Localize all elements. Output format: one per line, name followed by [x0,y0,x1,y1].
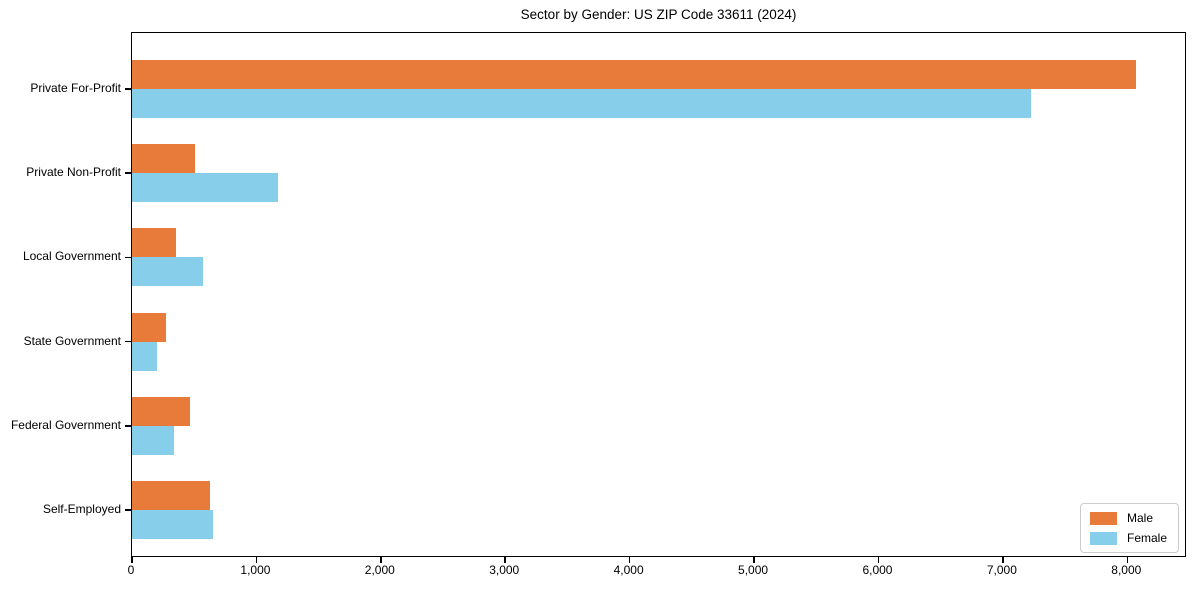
x-tick-label-8-000: 8,000 [1111,563,1142,577]
y-tick-label-self-employed: Self-Employed [42,502,121,516]
legend-item-male: Male [1089,511,1167,525]
y-tick-mark [124,256,131,259]
bar-female-local-government [132,257,203,287]
bar-female-state-government [132,341,157,371]
y-tick-mark [124,509,131,511]
plot-area: Male Female [124,32,1186,563]
x-tick-mark [628,556,631,563]
bar-female-private-non-profit [132,173,278,203]
y-tick-label-private-for-profit: Private For-Profit [30,81,121,95]
legend-label-female: Female [1126,531,1167,545]
y-tick-label-local-government: Local Government [22,249,121,264]
bar-female-federal-government [132,425,175,455]
x-tick-label-6-000: 6,000 [862,563,893,577]
chart-title: Sector by Gender: US ZIP Code 33611 (202… [520,7,797,22]
legend: Male Female [1079,503,1179,553]
legend-swatch-female [1089,531,1117,545]
bar-female-self-employed [132,510,213,539]
x-tick-label-3-000: 3,000 [489,563,520,577]
bar-male-federal-government [132,396,191,426]
x-tick-mark [131,556,133,563]
y-tick-mark [124,425,131,427]
bar-male-state-government [132,312,166,342]
legend-item-female: Female [1089,531,1167,545]
x-tick-label-5-000: 5,000 [738,563,769,577]
bar-male-local-government [132,228,176,258]
x-tick-mark [255,556,258,563]
y-tick-label-state-government: State Government [23,333,121,348]
bar-male-self-employed [132,481,211,510]
legend-swatch-male [1089,511,1117,525]
bar-male-private-non-profit [132,144,196,174]
x-tick-mark [877,556,880,563]
x-tick-mark [380,556,382,563]
x-tick-mark [1126,556,1129,563]
x-tick-mark [504,556,506,563]
x-tick-label-2-000: 2,000 [364,563,395,577]
legend-label-male: Male [1126,511,1153,525]
y-tick-label-private-non-profit: Private Non-Profit [26,165,121,180]
x-tick-label-1-000: 1,000 [240,563,271,577]
y-tick-mark [124,172,131,174]
x-tick-label-4-000: 4,000 [613,563,644,577]
x-tick-mark [1002,556,1004,563]
bar-male-private-for-profit [132,60,1136,89]
x-tick-mark [753,556,755,563]
x-tick-label-0: 0 [127,563,135,577]
y-tick-label-federal-government: Federal Government [10,417,121,432]
y-tick-mark [124,88,131,90]
x-tick-label-7-000: 7,000 [986,563,1017,577]
bar-female-private-for-profit [132,89,1032,118]
y-tick-mark [124,340,131,343]
